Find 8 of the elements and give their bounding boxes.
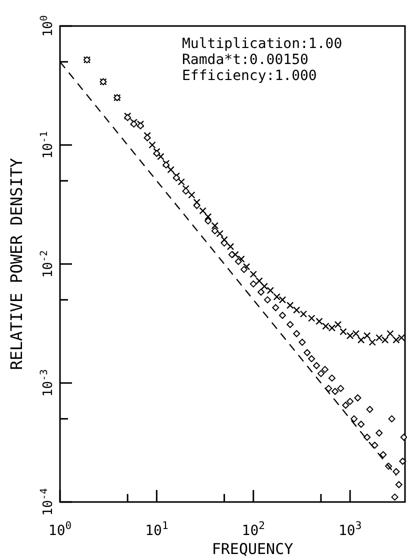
annotation: Multiplication:1.00 (182, 36, 342, 52)
x-axis-title: FREQUENCY (212, 540, 294, 558)
y-axis-title: RELATIVE POWER DENSITY (7, 158, 26, 370)
x-tick-label: 10$^{2}$ (242, 520, 265, 539)
annotation: Efficiency:1.000 (182, 68, 317, 84)
x-tick-label: 10$^{3}$ (338, 520, 362, 539)
annotation: Ramda*t:0.00150 (182, 52, 308, 68)
x-tick-label: 10$^{1}$ (145, 520, 168, 539)
